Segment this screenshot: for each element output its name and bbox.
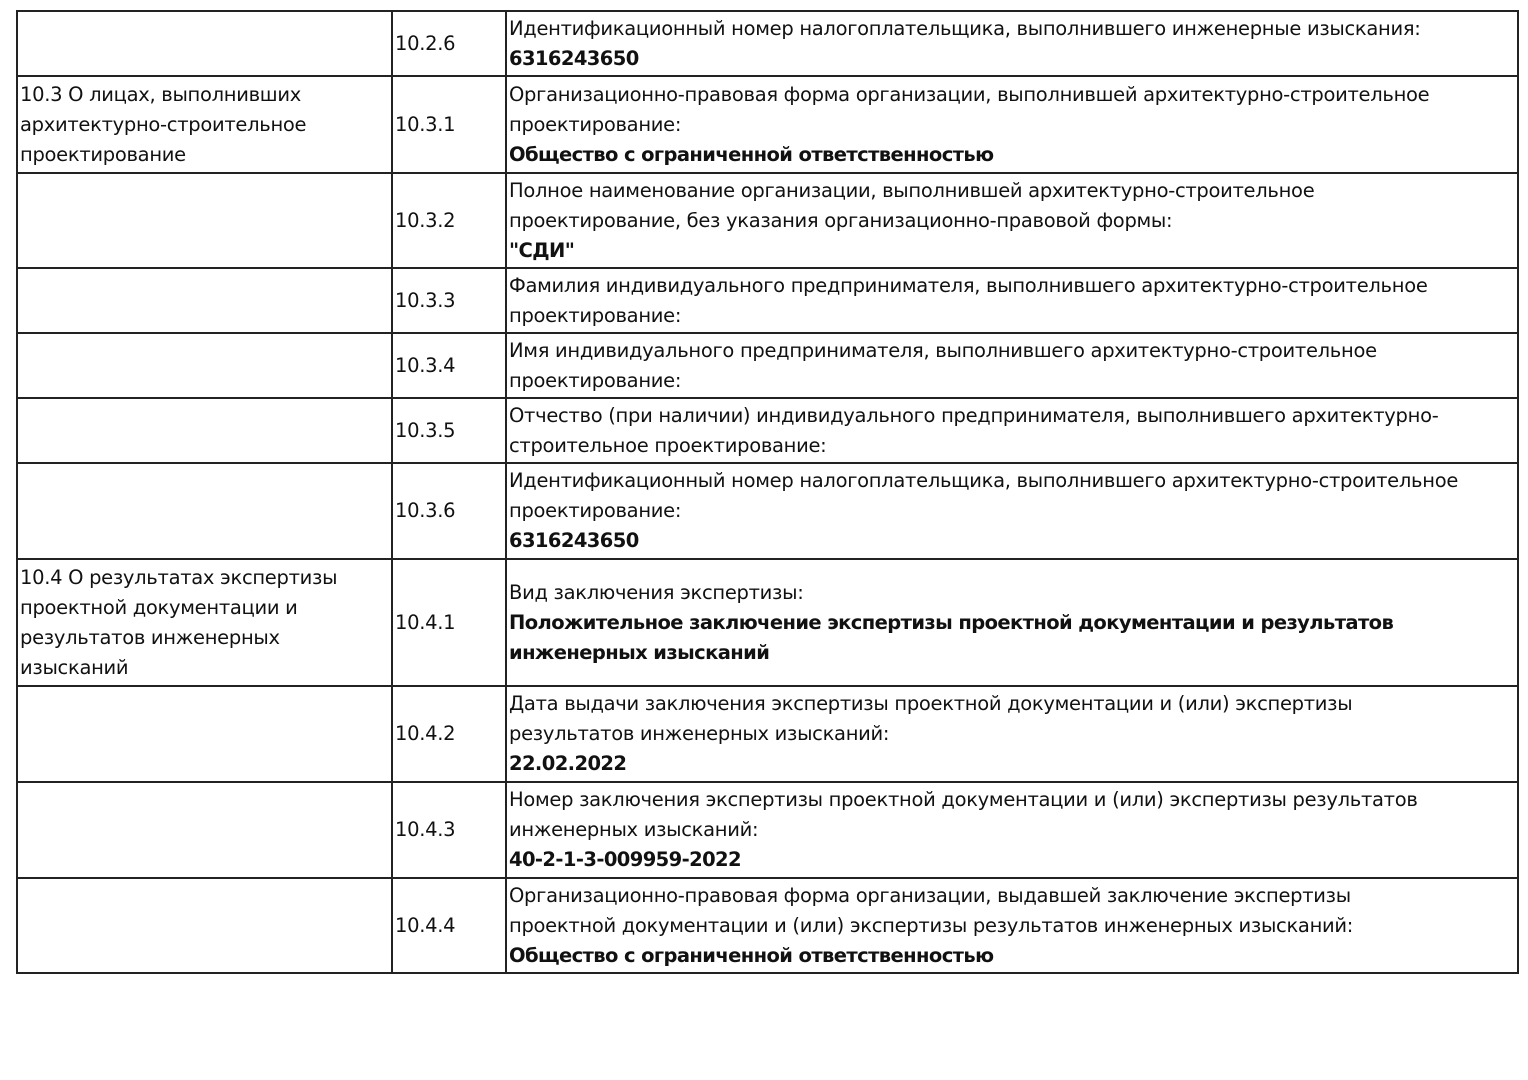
field-label-line: проектной документации и (или) экспертиз… bbox=[509, 913, 1354, 937]
code-cell: 10.3.5 bbox=[391, 397, 507, 464]
section-cell bbox=[16, 172, 393, 269]
section-cell bbox=[16, 781, 393, 879]
field-label-line: проектирование: bbox=[509, 303, 682, 327]
field-label-line: Идентификационный номер налогоплательщик… bbox=[509, 16, 1421, 40]
code-cell: 10.4.4 bbox=[391, 877, 507, 974]
section-title-line: 10.4 О результатах экспертизы bbox=[20, 565, 338, 589]
table-row: 10.3.3 Фамилия индивидуального предприним… bbox=[16, 267, 1519, 334]
table-row: 10.3.2 Полное наименование организации, в… bbox=[16, 172, 1519, 269]
table-row: 10.3.4 Имя индивидуального предпринимател… bbox=[16, 332, 1519, 399]
section-title-line: результатов инженерных bbox=[20, 625, 280, 649]
description-cell: Фамилия индивидуального предпринимателя,… bbox=[505, 267, 1519, 334]
field-value-line: 6316243650 bbox=[509, 46, 639, 70]
section-title-line: 10.3 О лицах, выполнивших bbox=[20, 82, 301, 106]
code-cell: 10.3.6 bbox=[391, 462, 507, 560]
code-cell: 10.4.1 bbox=[391, 558, 507, 687]
section-cell bbox=[16, 10, 393, 77]
section-cell: 10.3 О лицах, выполнивших архитектурно-ст… bbox=[16, 75, 393, 174]
description-cell: Полное наименование организации, выполни… bbox=[505, 172, 1519, 269]
table-row: 10.4.3 Номер заключения экспертизы проект… bbox=[16, 781, 1519, 879]
field-label-line: строительное проектирование: bbox=[509, 433, 827, 457]
field-value-line: Положительное заключение экспертизы прое… bbox=[509, 610, 1394, 634]
section-title-line: изысканий bbox=[20, 655, 129, 679]
field-label-line: Идентификационный номер налогоплательщик… bbox=[509, 469, 1459, 492]
item-code: 10.3.5 bbox=[395, 418, 456, 442]
field-value-line: Общество с ограниченной ответственностью bbox=[509, 943, 994, 967]
description-cell: Отчество (при наличии) индивидуального п… bbox=[505, 397, 1519, 464]
field-label-line: Отчество (при наличии) индивидуального п… bbox=[509, 403, 1439, 427]
field-label-line: Организационно-правовая форма организаци… bbox=[509, 883, 1351, 907]
table-row: 10.3.6 Идентификационный номер налогоплат… bbox=[16, 462, 1519, 560]
description-cell: Дата выдачи заключения экспертизы проект… bbox=[505, 685, 1519, 783]
description-cell: Идентификационный номер налогоплательщик… bbox=[505, 10, 1519, 77]
item-code: 10.2.6 bbox=[395, 31, 456, 55]
section-cell bbox=[16, 397, 393, 464]
field-label-line: Имя индивидуального предпринимателя, вып… bbox=[509, 338, 1377, 362]
field-label-line: результатов инженерных изысканий: bbox=[509, 722, 890, 745]
table-row: 10.2.6 Идентификационный номер налогоплат… bbox=[16, 10, 1519, 77]
field-label-line: Организационно-правовая форма организаци… bbox=[509, 82, 1430, 106]
code-cell: 10.3.1 bbox=[391, 75, 507, 174]
field-label-line: Номер заключения экспертизы проектной до… bbox=[509, 788, 1418, 811]
description-cell: Организационно-правовая форма организаци… bbox=[505, 877, 1519, 974]
item-code: 10.4.1 bbox=[395, 610, 456, 634]
item-code: 10.3.6 bbox=[395, 499, 456, 522]
field-value-line: 6316243650 bbox=[509, 529, 639, 552]
field-label-line: проектирование, без указания организацио… bbox=[509, 208, 1173, 232]
code-cell: 10.2.6 bbox=[391, 10, 507, 77]
field-label-line: Дата выдачи заключения экспертизы проект… bbox=[509, 692, 1353, 715]
section-title-line: проектирование bbox=[20, 142, 186, 166]
field-value-line: 40-2-1-3-009959-2022 bbox=[509, 848, 742, 871]
code-cell: 10.3.3 bbox=[391, 267, 507, 334]
section-cell bbox=[16, 332, 393, 399]
table-row: 10.4.2 Дата выдачи заключения экспертизы … bbox=[16, 685, 1519, 783]
section-cell bbox=[16, 685, 393, 783]
field-label-line: Вид заключения экспертизы: bbox=[509, 580, 804, 604]
item-code: 10.3.4 bbox=[395, 353, 456, 377]
table-body: 10.2.6 Идентификационный номер налогоплат… bbox=[16, 10, 1519, 974]
field-label-line: Полное наименование организации, выполни… bbox=[509, 178, 1315, 202]
description-cell: Идентификационный номер налогоплательщик… bbox=[505, 462, 1519, 560]
section-title-line: проектной документации и bbox=[20, 595, 298, 619]
section-cell bbox=[16, 877, 393, 974]
description-cell: Номер заключения экспертизы проектной до… bbox=[505, 781, 1519, 879]
code-cell: 10.3.4 bbox=[391, 332, 507, 399]
table-row: 10.3.5 Отчество (при наличии) индивидуаль… bbox=[16, 397, 1519, 464]
code-cell: 10.3.2 bbox=[391, 172, 507, 269]
item-code: 10.3.3 bbox=[395, 288, 456, 312]
field-label-line: проектирование: bbox=[509, 112, 682, 136]
item-code: 10.4.4 bbox=[395, 913, 456, 937]
field-value-line: 22.02.2022 bbox=[509, 752, 627, 775]
section-cell bbox=[16, 462, 393, 560]
code-cell: 10.4.2 bbox=[391, 685, 507, 783]
code-cell: 10.4.3 bbox=[391, 781, 507, 879]
section-cell: 10.4 О результатах экспертизы проектной д… bbox=[16, 558, 393, 687]
field-value-line: инженерных изысканий bbox=[509, 640, 770, 664]
field-label-line: Фамилия индивидуального предпринимателя,… bbox=[509, 273, 1428, 297]
description-cell: Организационно-правовая форма организаци… bbox=[505, 75, 1519, 174]
field-label-line: проектирование: bbox=[509, 499, 682, 522]
field-label-line: проектирование: bbox=[509, 368, 682, 392]
table-row: 10.3 О лицах, выполнивших архитектурно-ст… bbox=[16, 75, 1519, 174]
table-row: 10.4.4 Организационно-правовая форма орга… bbox=[16, 877, 1519, 974]
document-table: 10.2.6 Идентификационный номер налогоплат… bbox=[16, 10, 1519, 974]
table-row: 10.4 О результатах экспертизы проектной д… bbox=[16, 558, 1519, 687]
section-cell bbox=[16, 267, 393, 334]
field-value-line: Общество с ограниченной ответственностью bbox=[509, 142, 994, 166]
description-cell: Имя индивидуального предпринимателя, вып… bbox=[505, 332, 1519, 399]
field-label-line: инженерных изысканий: bbox=[509, 818, 759, 841]
section-title-line: архитектурно-строительное bbox=[20, 112, 307, 136]
item-code: 10.4.2 bbox=[395, 722, 456, 745]
field-value-line: "СДИ" bbox=[509, 238, 575, 262]
item-code: 10.4.3 bbox=[395, 818, 456, 841]
item-code: 10.3.2 bbox=[395, 208, 456, 232]
description-cell: Вид заключения экспертизы: Положительное … bbox=[505, 558, 1519, 687]
item-code: 10.3.1 bbox=[395, 112, 456, 136]
